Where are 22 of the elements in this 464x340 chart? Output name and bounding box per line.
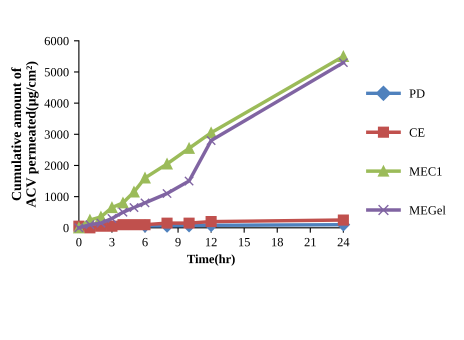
y-axis-title: Cumulative amount of ACV permeated(µg/cm²)	[11, 62, 39, 208]
legend-label: CE	[410, 128, 424, 137]
x-tick-label: 24	[338, 238, 350, 246]
y-tick-label: 2000	[44, 161, 69, 170]
y-tick-label: 6000	[44, 36, 69, 46]
legend-label: PD	[409, 89, 425, 98]
y-tick-label: 0	[63, 224, 69, 232]
x-tick-label: 0	[76, 238, 82, 246]
y-tick-label: 3000	[44, 130, 69, 139]
x-tick-label: 21	[304, 238, 316, 246]
x-tick-label: 12	[206, 238, 217, 246]
legend-label: MEC1	[409, 167, 442, 176]
y-tick-label: 4000	[44, 99, 69, 108]
x-tick-label: 6	[142, 238, 148, 246]
y-tick-label: 1000	[45, 192, 69, 202]
x-tick-label: 9	[175, 238, 181, 246]
legend-label: MEGel	[409, 206, 446, 215]
x-tick-label: 18	[272, 238, 284, 246]
y-tick-label: 5000	[44, 68, 69, 76]
x-tick-label: 3	[109, 238, 115, 246]
x-tick-label: 15	[239, 238, 250, 246]
x-axis-title: Time(hr)	[187, 254, 235, 266]
